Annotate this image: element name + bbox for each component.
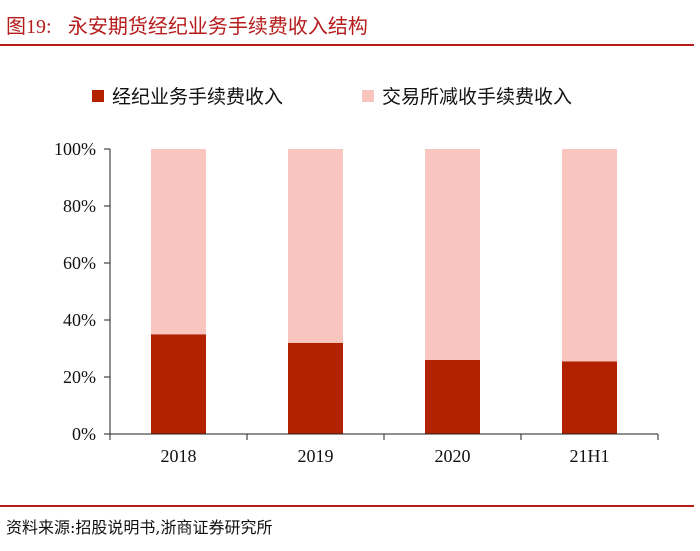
bar-segment-brokerage	[562, 361, 617, 434]
bar-segment-exchange-rebate	[562, 149, 617, 362]
bar-segment-brokerage	[151, 334, 206, 434]
bar-segment-brokerage	[288, 342, 343, 434]
bar-segment-exchange-rebate	[288, 149, 343, 343]
legend-label-exchange-rebate: 交易所减收手续费收入	[382, 86, 573, 108]
y-axis: 0% 20% 40% 60% 80% 100%	[54, 139, 111, 444]
legend-item-brokerage: 经纪业务手续费收入	[92, 82, 283, 109]
y-tick-label: 0%	[72, 424, 96, 444]
figure-number: 图19:	[6, 16, 52, 38]
title-divider	[0, 44, 694, 46]
figure-title-text: 永安期货经纪业务手续费收入结构	[67, 14, 368, 38]
x-tick-label: 2020	[435, 446, 471, 466]
legend-item-exchange-rebate: 交易所减收手续费收入	[362, 82, 572, 109]
x-tick-label: 2019	[298, 446, 334, 466]
stacked-bar-chart: 0% 20% 40% 60% 80% 100% 2018 2019 2020 21H1	[54, 139, 659, 466]
footer-divider	[0, 505, 694, 507]
y-tick-label: 60%	[63, 253, 96, 273]
bar-segment-brokerage	[425, 359, 480, 434]
bar-segment-exchange-rebate	[425, 149, 480, 360]
y-tick-label: 40%	[63, 310, 96, 330]
x-tick-label: 21H1	[570, 446, 610, 466]
legend-label-brokerage: 经纪业务手续费收入	[112, 86, 284, 108]
bar-segment-exchange-rebate	[151, 149, 206, 335]
x-axis: 2018 2019 2020 21H1	[109, 433, 659, 466]
y-tick-label: 100%	[54, 139, 96, 159]
figure-header: 图19: 永安期货经纪业务手续费收入结构	[0, 0, 700, 46]
legend-swatch-brokerage	[92, 89, 104, 102]
figure-title: 图19: 永安期货经纪业务手续费收入结构	[6, 10, 368, 39]
x-tick-label: 2018	[161, 446, 197, 466]
source-note: 资料来源:招股说明书,浙商证券研究所	[6, 518, 273, 537]
y-tick-label: 20%	[63, 367, 96, 387]
y-tick-label: 80%	[63, 196, 96, 216]
bar-group	[151, 149, 617, 434]
legend-swatch-exchange-rebate	[362, 89, 374, 102]
